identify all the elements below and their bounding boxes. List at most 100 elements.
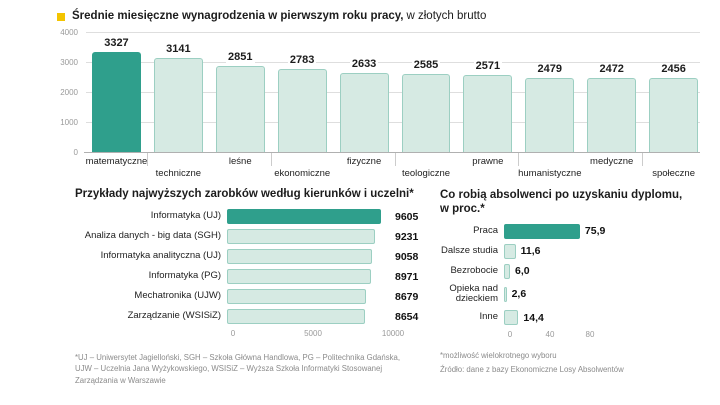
bar-track [227,289,387,304]
value-bar [504,243,516,259]
salary-chart-title-bold: Średnie miesięczne wynagrodzenia w pierw… [72,10,404,22]
bar-value-label: 3141 [164,42,193,55]
earnings-chart-title: Przykłady najwyższych zarobków według ki… [75,188,414,200]
bar-category-label: Informatyka (UJ) [150,210,221,222]
salary-bar-group: 2456 społeczne [642,32,699,179]
bar-category-label: Inne [479,311,499,323]
x-axis-tick: 80 [585,330,595,339]
x-axis-tick: 0 [507,330,513,339]
value-bar [227,289,366,304]
salary-bar-group: 2479 humanistyczne [518,32,581,179]
bar-value-label: 14,4 [523,311,544,324]
gridline [86,32,700,33]
salary-bar-group: 3141 techniczne [146,32,203,179]
bar-category-label: Informatyka (PG) [148,270,221,282]
bar-value-label: 2851 [226,51,255,64]
value-bar [227,209,381,224]
salary-chart-bars: 3327 matematyczne 3141 techniczne 2851 leśne 2… [86,32,700,179]
salary-bar-group: 3327 matematyczne [86,32,147,167]
bar-track: 11,6 [504,243,584,259]
salary-bar-group: 2585 teologiczne [394,32,451,179]
bar-category-label: Opieka nad dzieckiem [449,282,498,305]
y-axis-tick: 0 [73,147,78,157]
salary-bar-group: 2571 prawne [463,32,513,167]
salary-chart-title: Średnie miesięczne wynagrodzenia w pierw… [72,10,486,22]
bar-row: Dalsze studia 11,6 [440,243,704,259]
bar-value-label: 8971 [395,270,419,283]
salary-bar [649,78,699,152]
gridline [86,92,700,93]
bar-category-label: Mechatronika (UJW) [134,290,221,302]
bar-row: Mechatronika (UJW) 8679 [75,289,427,304]
value-bar [504,263,510,279]
bar-value-label: 2585 [411,59,441,72]
earnings-chart-rows: Informatyka (UJ) 9605 Analiza danych - big… [75,209,427,324]
bar-category-label: Praca [473,224,498,236]
bar-row: Analiza danych - big data (SGH) 9231 [75,229,427,244]
bar-value-label: 6,0 [515,265,530,278]
bar-value-label: 11,6 [520,245,541,258]
bar-category-label: matematyczne [85,156,148,167]
y-axis-tick: 2000 [60,87,78,97]
bar-category-label: leśne [228,156,252,167]
gridline [86,122,700,123]
bar-category-label: Dalsze studia [440,244,498,256]
source-footnote-block: *możliwość wielokrotnego wyboru Źródło: … [440,350,685,379]
bar-value-label: 9231 [395,230,419,243]
gridline [86,62,700,63]
bar-row: Zarządzanie (WSISiZ) 8654 [75,309,427,324]
bar-category-label: ekonomiczne [274,168,331,179]
bar-track: 14,4 [504,310,584,325]
salary-chart-subtitle: w złotych brutto [406,10,487,22]
earnings-chart: Przykłady najwyższych zarobków według ki… [75,188,427,340]
value-bar [227,269,371,284]
bar-value-label: 2571 [473,59,503,72]
graduates-chart-rows: Praca 75,9 Dalsze studia 11,6 Bezrobocie 6,0 O… [440,223,704,325]
value-bar [227,249,372,264]
bar-category-label: społeczne [652,168,695,179]
bar-category-label: medyczne [590,156,634,167]
bar-row: Bezrobocie 6,0 [440,263,704,279]
salary-chart-y-axis: 0 1000 2000 3000 4000 [36,28,82,157]
value-bar [504,286,507,302]
bar-track: 75,9 [504,223,605,239]
salary-bar [587,77,637,152]
salary-bar-group: 2783 ekonomiczne [270,32,330,179]
bar-track [227,249,387,264]
bar-value-label: 2783 [287,53,317,66]
bar-value-label: 2479 [535,62,565,75]
bar-row: Informatyka analityczna (UJ) 9058 [75,249,427,264]
y-axis-tick: 1000 [60,117,78,127]
bar-row: Inne 14,4 [440,310,704,325]
bar-value-label: 9605 [395,210,419,223]
x-axis-tick: 5000 [304,329,322,338]
bar-value-label: 75,9 [584,225,606,238]
bar-category-label: Bezrobocie [450,264,498,276]
value-bar [504,310,519,325]
bar-value-label: 8654 [395,310,419,323]
bar-category-label: Zarządzanie (WSISiZ) [127,310,221,322]
bar-category-label: teologiczne [401,168,451,179]
bar-track [227,309,387,324]
y-axis-tick: 3000 [60,57,78,67]
x-axis-tick: 0 [230,329,236,338]
bar-category-label: Analiza danych - big data (SGH) [84,230,221,242]
bar-value-label: 9058 [395,250,419,263]
salary-bar [339,73,389,152]
earnings-chart-axis: 0 5000 10000 [230,329,404,340]
graduates-chart-title: Co robią absolwenci po uzyskaniu dyplomu… [440,189,683,216]
bar-track [227,209,387,224]
salary-chart-baseline [84,152,700,153]
salary-bar [215,66,265,152]
value-bar [227,229,375,244]
salary-bar [525,77,575,152]
bar-category-label: Informatyka analityczna (UJ) [100,250,221,262]
value-bar [504,223,580,239]
salary-chart-gridlines [86,32,700,152]
salary-bar [401,74,451,152]
bar-category-label: techniczne [155,168,202,179]
abbreviations-footnote: *UJ – Uniwersytet Jagielloński, SGH – Sz… [75,353,401,385]
salary-chart-header: Średnie miesięczne wynagrodzenia w pierw… [57,10,486,22]
bar-value-label: 2633 [349,58,379,71]
